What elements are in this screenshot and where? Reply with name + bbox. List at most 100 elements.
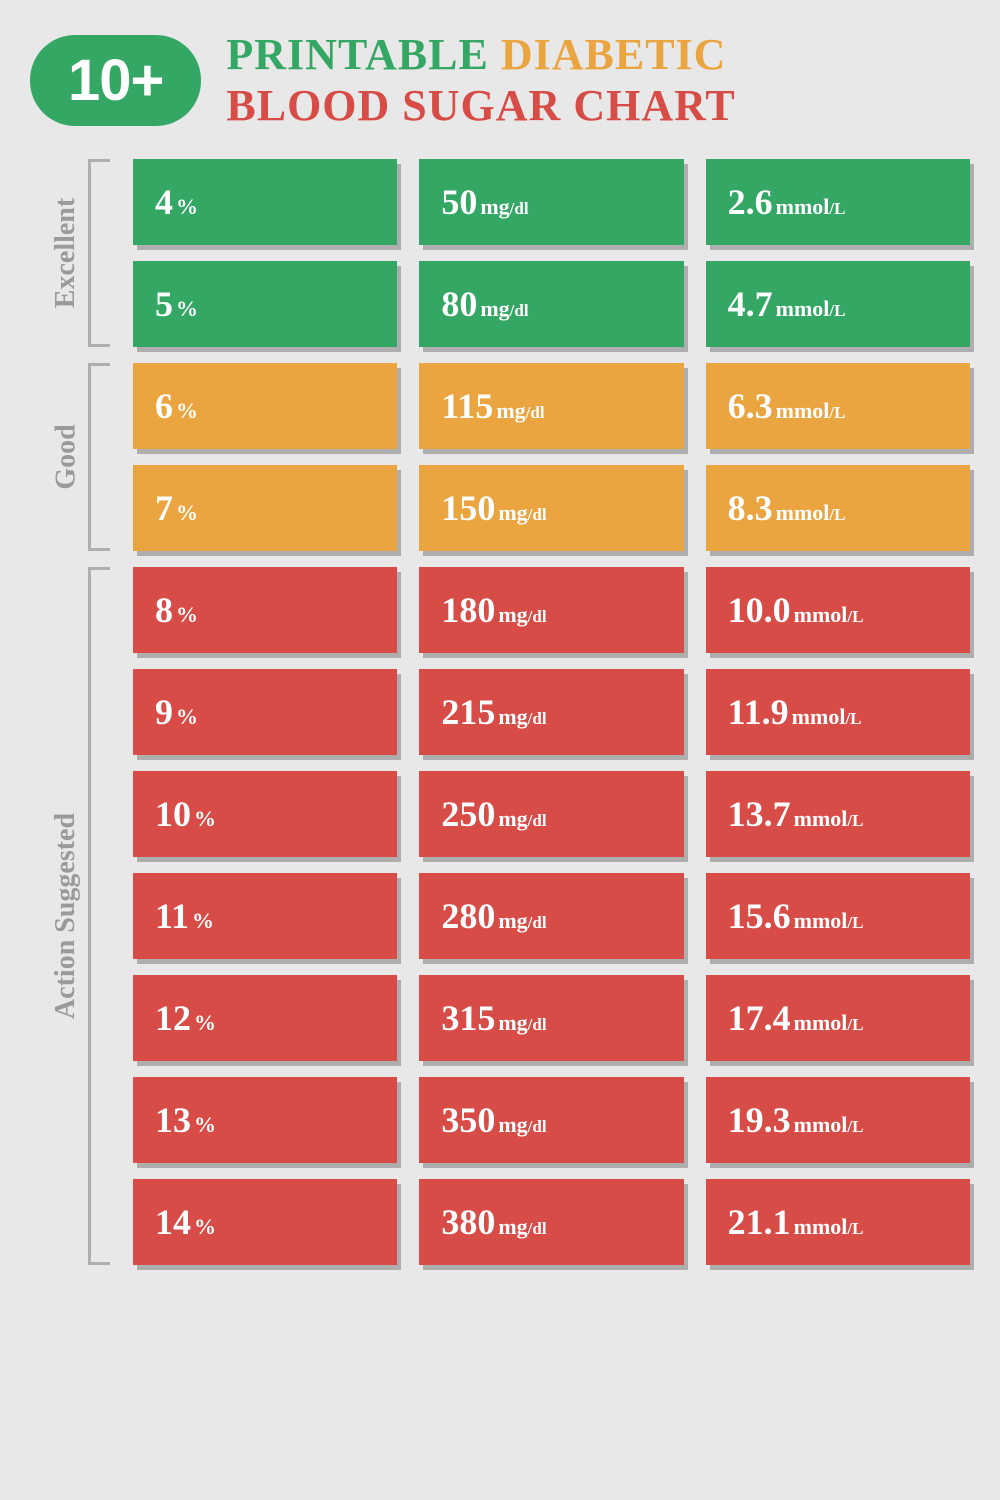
mmol-unit: mmol/L — [794, 1010, 864, 1036]
mgdl-value: 215 — [441, 691, 495, 733]
mgdl-value: 315 — [441, 997, 495, 1039]
chart-row: 4% 50mg/dl 2.6mmol/L — [115, 151, 970, 253]
mgdl-unit: mg/dl — [496, 398, 544, 424]
mgdl-value: 350 — [441, 1099, 495, 1141]
chart-row: 10% 250mg/dl 13.7mmol/L — [115, 763, 970, 865]
mgdl-unit: mg/dl — [498, 1010, 546, 1036]
chart-row: 12% 315mg/dl 17.4mmol/L — [115, 967, 970, 1069]
percent-unit: % — [194, 1010, 216, 1036]
percent-unit: % — [176, 398, 198, 424]
mmol-unit: mmol/L — [794, 1112, 864, 1138]
percent-value: 9 — [155, 691, 173, 733]
section-bracket: Excellent — [30, 151, 115, 355]
mmol-unit: mmol/L — [794, 602, 864, 628]
cell-mgdl: 150mg/dl — [419, 465, 683, 551]
mmol-value: 2.6 — [728, 181, 773, 223]
cell-mgdl: 80mg/dl — [419, 261, 683, 347]
mgdl-unit: mg/dl — [498, 704, 546, 730]
percent-value: 13 — [155, 1099, 191, 1141]
cell-percent: 12% — [133, 975, 397, 1061]
mgdl-value: 115 — [441, 385, 493, 427]
chart-row: 6% 115mg/dl 6.3mmol/L — [115, 355, 970, 457]
mmol-value: 6.3 — [728, 385, 773, 427]
cell-percent: 13% — [133, 1077, 397, 1163]
mgdl-value: 50 — [441, 181, 477, 223]
chart-row: 9% 215mg/dl 11.9mmol/L — [115, 661, 970, 763]
mmol-unit: mmol/L — [794, 1214, 864, 1240]
percent-value: 10 — [155, 793, 191, 835]
section-rows: 4% 50mg/dl 2.6mmol/L 5% 80mg/dl 4.7mmol/L — [115, 151, 970, 355]
percent-value: 4 — [155, 181, 173, 223]
blood-sugar-chart: Excellent4%50mg/dl2.6mmol/L5%80mg/dl4.7m… — [0, 151, 1000, 1303]
cell-percent: 5% — [133, 261, 397, 347]
title-word-diabetic: DIABETIC — [501, 30, 727, 79]
mgdl-unit: mg/dl — [498, 806, 546, 832]
chart-row: 8%180mg/dl10.0mmol/L — [115, 559, 970, 661]
mgdl-value: 80 — [441, 283, 477, 325]
cell-percent: 4% — [133, 159, 397, 245]
mmol-value: 8.3 — [728, 487, 773, 529]
percent-unit: % — [176, 602, 198, 628]
mmol-unit: mmol/L — [792, 704, 862, 730]
section-label: Excellent — [51, 198, 83, 308]
percent-unit: % — [176, 194, 198, 220]
mgdl-unit: mg/dl — [498, 500, 546, 526]
mmol-value: 17.4 — [728, 997, 791, 1039]
mgdl-value: 180 — [441, 589, 495, 631]
mmol-unit: mmol/L — [776, 500, 846, 526]
cell-mmol: 13.7mmol/L — [706, 771, 970, 857]
cell-mgdl: 380mg/dl — [419, 1179, 683, 1265]
chart-row: 5% 80mg/dl 4.7mmol/L — [115, 253, 970, 355]
cell-percent: 14% — [133, 1179, 397, 1265]
mmol-unit: mmol/L — [776, 194, 846, 220]
cell-mmol: 17.4mmol/L — [706, 975, 970, 1061]
chart-row: 14% 380mg/dl 21.1mmol/L — [115, 1171, 970, 1273]
percent-unit: % — [194, 806, 216, 832]
section-rows: 8%180mg/dl10.0mmol/L9%215mg/dl11.9mmol/L… — [115, 559, 970, 1273]
cell-mgdl: 180mg/dl — [419, 567, 683, 653]
percent-unit: % — [194, 1214, 216, 1240]
mgdl-unit: mg/dl — [498, 602, 546, 628]
cell-mgdl: 215mg/dl — [419, 669, 683, 755]
mgdl-unit: mg/dl — [498, 908, 546, 934]
percent-value: 11 — [155, 895, 189, 937]
chart-section: Action Suggested8%180mg/dl10.0mmol/L9%21… — [30, 559, 970, 1273]
section-rows: 6%115mg/dl6.3mmol/L7%150mg/dl8.3mmol/L — [115, 355, 970, 559]
mmol-value: 21.1 — [728, 1201, 791, 1243]
bracket-line — [88, 567, 110, 1265]
mmol-value: 11.9 — [728, 691, 789, 733]
header: 10+ PRINTABLE DIABETIC BLOOD SUGAR CHART — [0, 0, 1000, 151]
mgdl-value: 280 — [441, 895, 495, 937]
cell-mmol: 15.6mmol/L — [706, 873, 970, 959]
percent-unit: % — [176, 704, 198, 730]
percent-unit: % — [176, 296, 198, 322]
mmol-value: 15.6 — [728, 895, 791, 937]
mmol-unit: mmol/L — [794, 806, 864, 832]
percent-value: 12 — [155, 997, 191, 1039]
page-title: PRINTABLE DIABETIC BLOOD SUGAR CHART — [226, 30, 735, 131]
bracket-line — [88, 159, 110, 347]
percent-value: 6 — [155, 385, 173, 427]
bracket-line — [88, 363, 110, 551]
mmol-value: 4.7 — [728, 283, 773, 325]
cell-percent: 7% — [133, 465, 397, 551]
chart-row: 13% 350mg/dl 19.3mmol/L — [115, 1069, 970, 1171]
cell-mmol: 19.3mmol/L — [706, 1077, 970, 1163]
title-line2: BLOOD SUGAR CHART — [226, 81, 735, 132]
cell-mmol: 4.7mmol/L — [706, 261, 970, 347]
percent-value: 5 — [155, 283, 173, 325]
section-bracket: Good — [30, 355, 115, 559]
mgdl-unit: mg/dl — [480, 194, 528, 220]
mmol-value: 19.3 — [728, 1099, 791, 1141]
percent-unit: % — [176, 500, 198, 526]
cell-mgdl: 250mg/dl — [419, 771, 683, 857]
chart-section: Excellent 4% 50mg/dl 2.6mmol/L 5% 80mg/dl 4.7m… — [30, 151, 970, 355]
title-word-printable: PRINTABLE — [226, 30, 488, 79]
chart-section: Good6%115mg/dl6.3mmol/L7%150mg/dl8.3mmol… — [30, 355, 970, 559]
percent-value: 7 — [155, 487, 173, 529]
mmol-unit: mmol/L — [794, 908, 864, 934]
mmol-unit: mmol/L — [776, 398, 846, 424]
mgdl-unit: mg/dl — [498, 1112, 546, 1138]
percent-unit: % — [194, 1112, 216, 1138]
mmol-value: 10.0 — [728, 589, 791, 631]
